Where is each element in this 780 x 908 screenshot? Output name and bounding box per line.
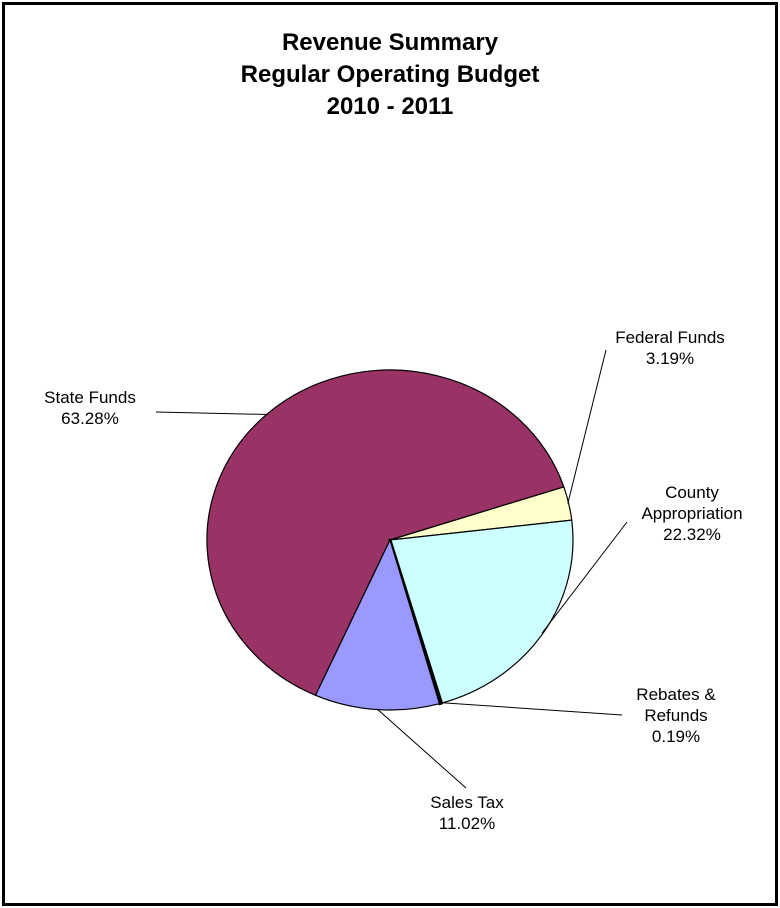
slice-name-sales-tax-0: Sales Tax (430, 793, 504, 812)
slice-name-county-appropriation-0: County (665, 483, 719, 502)
leader-line-county-appropriation (541, 521, 628, 634)
slice-labels: State Funds 63.28% Federal Funds 3.19% Count… (44, 328, 742, 833)
slice-name-federal-funds-0: Federal Funds (615, 328, 725, 347)
slice-percent-federal-funds: 3.19% (646, 349, 694, 368)
leader-lines (155, 349, 628, 789)
pie-slice-state-funds (206, 369, 565, 696)
pie-slice-county-appropriation (389, 519, 574, 704)
leader-line-state-funds (155, 411, 268, 415)
slice-name-rebates-refunds-0: Rebates & (636, 685, 716, 704)
slice-percent-county-appropriation: 22.32% (663, 525, 721, 544)
chart-title-line-3: 2010 - 2011 (326, 93, 454, 120)
chart-title-line-2: Regular Operating Budget (240, 61, 540, 88)
slice-percent-sales-tax: 11.02% (439, 814, 495, 833)
pie-slices (206, 369, 574, 711)
slice-name-county-appropriation-1: Appropriation (641, 504, 742, 523)
slice-name-state-funds-0: State Funds (44, 388, 136, 407)
leader-line-sales-tax (376, 708, 467, 789)
chart-title: Revenue Summary Regular Operating Budget… (5, 27, 775, 123)
chart-title-line-1: Revenue Summary (281, 29, 499, 56)
leader-line-rebates-refunds (440, 702, 623, 716)
pie-slice-sales-tax (314, 539, 441, 711)
slice-name-rebates-refunds-1: Refunds (644, 706, 707, 725)
slice-percent-state-funds: 63.28% (61, 409, 119, 428)
leader-line-federal-funds (567, 349, 607, 504)
slice-percent-rebates-refunds: 0.19% (652, 727, 700, 746)
